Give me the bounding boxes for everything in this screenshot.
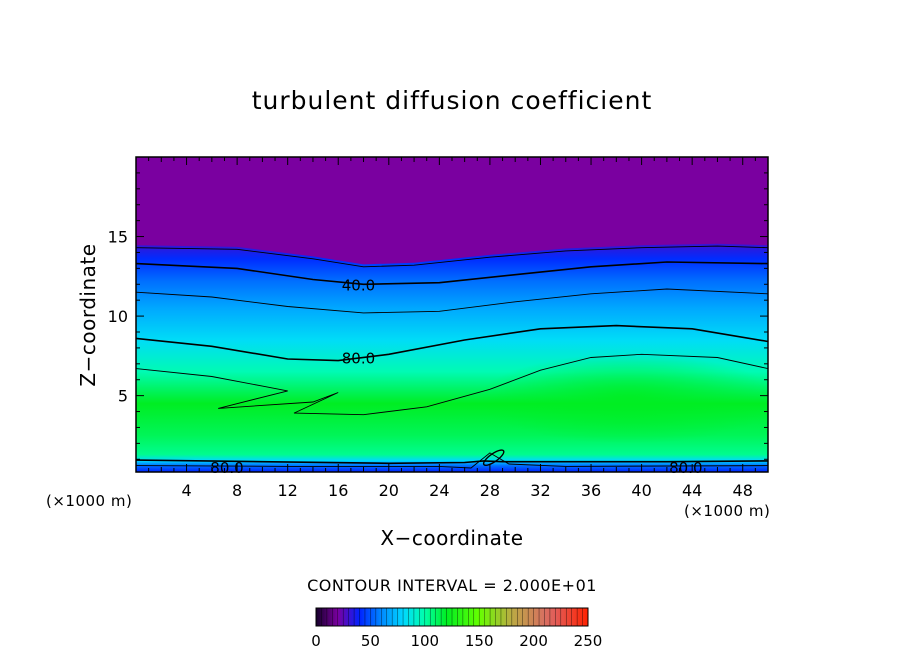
x-tick-label: 4 [181,481,191,500]
contour-line-6 [136,452,768,469]
y-axis-label: Z−coordinate [76,243,100,387]
field-maximum [479,353,768,444]
chart-title: turbulent diffusion coefficient [251,86,653,115]
field-top-region [136,157,768,265]
y-tick-label: 15 [108,228,128,247]
contour-line-3 [136,324,768,362]
x-axis: 4 8 12 16 20 24 28 32 36 40 44 48 [135,157,769,500]
x-tick-label: 44 [682,481,702,500]
x-tick-label: 36 [581,481,601,500]
colorbar-tick-label: 150 [465,632,494,650]
x-tick-label: 16 [328,481,348,500]
contour-label-1: 80.0 [342,349,375,367]
colorbar: 0 50 100 150 200 250 [311,607,603,650]
y-tick-label: 5 [118,387,128,406]
x-tick-label: 24 [429,481,449,500]
colorbar-tick-label: 200 [519,632,548,650]
x-tick-label: 28 [480,481,500,500]
x-tick-label: 40 [631,481,651,500]
x-tick-label: 32 [530,481,550,500]
colorbar-tick-label: 250 [574,632,603,650]
contour-line-4 [136,353,768,416]
contour-label-2: 80.0 [210,459,243,477]
x-unit-label-right: (×1000 m) [684,502,771,520]
contour-line-2 [136,288,768,314]
colorbar-tick-label: 100 [410,632,439,650]
x-axis-label: X−coordinate [380,526,524,550]
y-axis: 5 10 15 [108,172,768,460]
contour-interval-label: CONTOUR INTERVAL = 2.000E+01 [307,576,597,595]
contour-closed [482,449,505,467]
contour-label-0: 40.0 [342,276,375,294]
x-tick-label: 12 [278,481,298,500]
contour-line-5 [136,459,768,465]
contour-line-1 [136,261,768,286]
x-unit-label-left: (×1000 m) [46,492,133,510]
colorbar-tick-label: 50 [361,632,380,650]
contour-lines [136,245,768,469]
contour-label-3: 80.0 [669,459,702,477]
colorbar-tick-label: 0 [311,632,321,650]
y-tick-label: 10 [108,307,128,326]
contour-line-0 [136,245,768,268]
x-tick-label: 48 [733,481,753,500]
plot-area [136,157,768,472]
x-tick-label: 20 [379,481,399,500]
x-tick-label: 8 [232,481,242,500]
